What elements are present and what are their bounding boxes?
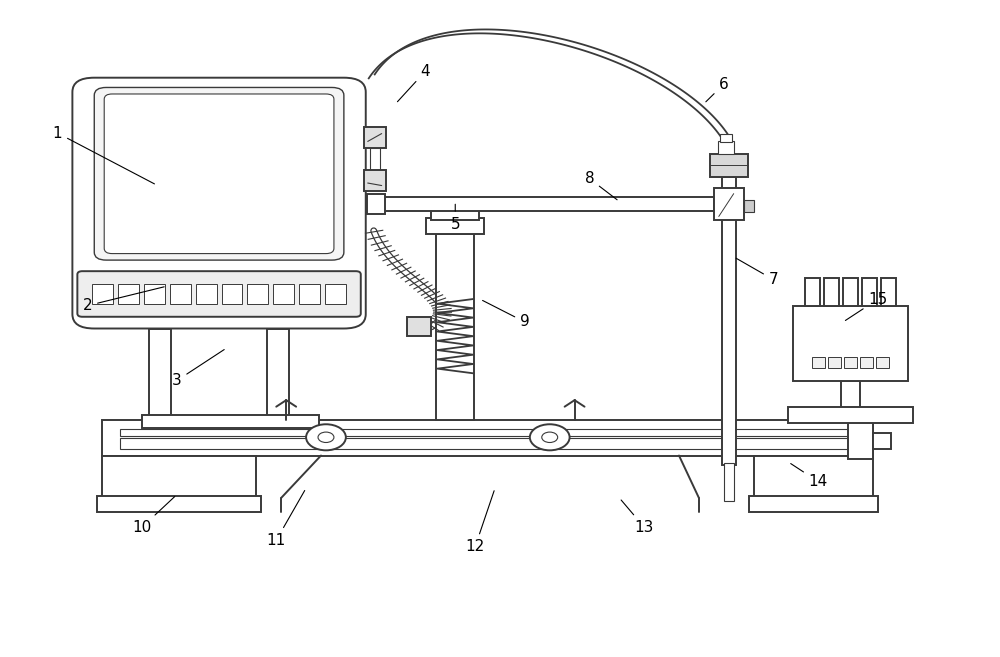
Bar [749, 496, 878, 512]
Bar [382, 197, 714, 212]
Text: 14: 14 [791, 464, 828, 489]
Bar [431, 207, 479, 219]
Bar [873, 433, 891, 449]
Text: 5: 5 [450, 204, 460, 232]
Bar [848, 417, 873, 459]
Bar [862, 279, 877, 306]
Bar [722, 177, 736, 465]
Text: 10: 10 [132, 497, 175, 535]
Bar [844, 357, 857, 367]
Bar [299, 284, 320, 304]
Bar [824, 279, 839, 306]
Bar [267, 328, 289, 417]
Bar [881, 279, 896, 306]
Bar [710, 154, 748, 177]
Bar [325, 284, 346, 304]
Bar [841, 380, 860, 420]
Text: 15: 15 [845, 292, 888, 321]
FancyBboxPatch shape [104, 94, 334, 254]
Bar [407, 317, 431, 336]
Bar [843, 279, 858, 306]
Bar [720, 135, 732, 142]
Bar [149, 328, 171, 417]
Bar [793, 306, 908, 380]
FancyBboxPatch shape [94, 87, 344, 260]
Bar [196, 284, 217, 304]
Text: 12: 12 [466, 491, 494, 555]
Bar [744, 200, 754, 212]
Bar [92, 284, 113, 304]
Text: 13: 13 [621, 500, 654, 535]
Text: 8: 8 [585, 171, 617, 200]
Bar [120, 430, 855, 436]
Bar [102, 455, 256, 498]
Text: 2: 2 [82, 287, 164, 313]
Bar [876, 357, 889, 367]
Bar [860, 357, 873, 367]
Bar [367, 194, 385, 214]
Text: 3: 3 [172, 350, 224, 388]
Circle shape [542, 432, 558, 443]
Bar [102, 420, 873, 455]
Bar [142, 415, 319, 428]
Bar [805, 279, 820, 306]
Bar [718, 141, 734, 154]
Bar [436, 234, 474, 420]
Bar [828, 357, 841, 367]
Circle shape [318, 432, 334, 443]
Bar [120, 438, 855, 449]
Bar [170, 284, 191, 304]
Bar [222, 284, 242, 304]
Bar [812, 357, 825, 367]
Text: 4: 4 [397, 64, 430, 102]
Bar [754, 455, 873, 498]
Bar [370, 148, 380, 170]
Text: 6: 6 [706, 77, 729, 102]
Bar [118, 284, 139, 304]
Text: 7: 7 [736, 258, 778, 287]
Text: 9: 9 [483, 300, 530, 330]
Bar [724, 463, 734, 501]
Circle shape [530, 424, 570, 450]
Bar [364, 170, 386, 191]
Bar [426, 217, 484, 234]
Bar [714, 189, 744, 219]
Bar [247, 284, 268, 304]
Text: 11: 11 [267, 491, 305, 548]
Bar [273, 284, 294, 304]
Bar [97, 496, 261, 512]
Circle shape [306, 424, 346, 450]
Bar [144, 284, 165, 304]
Text: 1: 1 [53, 125, 154, 184]
Bar [364, 127, 386, 148]
FancyBboxPatch shape [72, 78, 366, 328]
Bar [788, 407, 913, 423]
FancyBboxPatch shape [77, 271, 361, 317]
